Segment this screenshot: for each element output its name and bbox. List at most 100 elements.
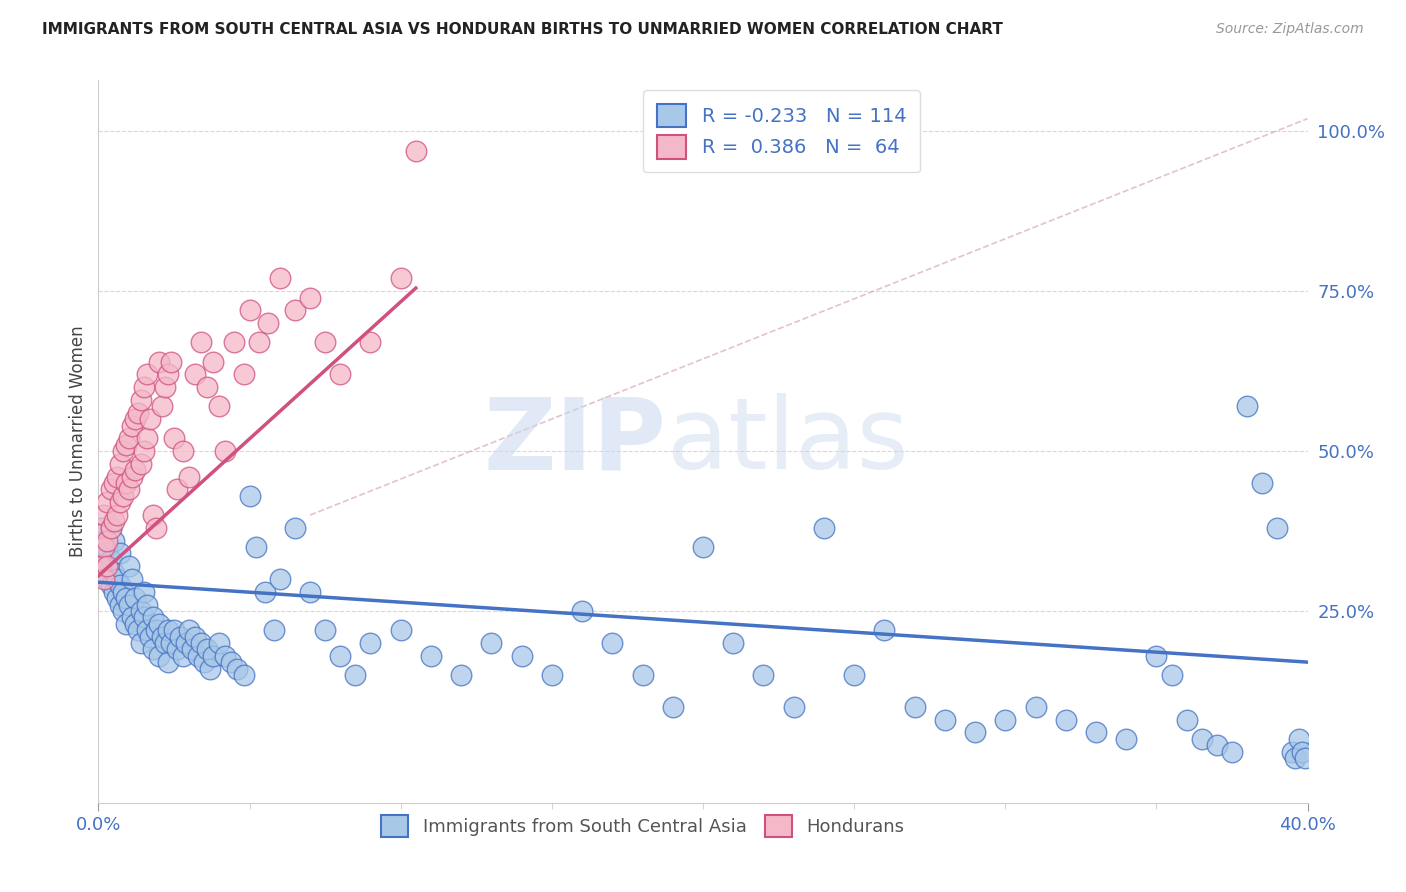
Point [193,655,215,669]
Point [108,457,131,471]
Point [661,699,683,714]
Point [148,354,170,368]
Point [93,540,115,554]
Point [1288,731,1310,746]
Point [121,610,143,624]
Point [195,380,218,394]
Point [202,648,225,663]
Point [224,335,246,350]
Point [692,540,714,554]
Point [139,630,162,644]
Point [108,598,131,612]
Point [153,636,176,650]
Point [103,476,125,491]
Point [150,630,173,644]
Point [142,642,165,657]
Point [111,604,134,618]
Point [284,521,307,535]
Point [150,400,173,414]
Point [1206,738,1229,752]
Point [187,648,209,663]
Point [145,521,167,535]
Point [214,444,236,458]
Point [139,412,162,426]
Point [142,508,165,522]
Point [190,335,212,350]
Point [934,713,956,727]
Point [965,725,987,739]
Point [127,623,149,637]
Point [184,630,207,644]
Point [108,578,131,592]
Point [93,533,115,548]
Text: IMMIGRANTS FROM SOUTH CENTRAL ASIA VS HONDURAN BIRTHS TO UNMARRIED WOMEN CORRELA: IMMIGRANTS FROM SOUTH CENTRAL ASIA VS HO… [42,22,1002,37]
Point [124,616,146,631]
Point [100,521,122,535]
Point [450,668,472,682]
Point [873,623,896,637]
Point [103,515,125,529]
Point [105,508,128,522]
Point [103,584,125,599]
Point [510,648,533,663]
Point [1085,725,1108,739]
Point [314,623,336,637]
Point [174,636,197,650]
Point [100,553,122,567]
Point [1284,751,1306,765]
Point [93,508,115,522]
Point [124,591,146,606]
Legend: Immigrants from South Central Asia, Hondurans: Immigrants from South Central Asia, Hond… [374,808,911,845]
Point [1024,699,1046,714]
Point [1267,521,1289,535]
Point [132,444,155,458]
Point [179,469,201,483]
Point [783,699,806,714]
Point [405,144,427,158]
Point [118,483,141,497]
Point [105,469,128,483]
Point [1251,476,1274,491]
Point [256,316,278,330]
Point [166,642,188,657]
Point [111,444,134,458]
Point [239,303,262,318]
Point [299,584,322,599]
Point [156,623,179,637]
Point [96,495,118,509]
Point [118,598,141,612]
Point [202,354,225,368]
Point [226,661,249,675]
Point [100,483,122,497]
Point [299,291,322,305]
Text: ZIP: ZIP [484,393,666,490]
Point [389,271,412,285]
Point [571,604,593,618]
Point [124,463,146,477]
Point [114,591,136,606]
Point [208,636,231,650]
Point [163,623,186,637]
Point [232,668,254,682]
Point [329,648,352,663]
Point [263,623,285,637]
Point [190,636,212,650]
Point [129,392,152,407]
Point [148,616,170,631]
Point [723,636,745,650]
Point [481,636,503,650]
Point [247,335,270,350]
Point [156,368,179,382]
Point [114,476,136,491]
Point [160,354,183,368]
Point [245,540,267,554]
Point [160,636,183,650]
Point [96,533,118,548]
Point [602,636,624,650]
Point [344,668,367,682]
Point [163,431,186,445]
Point [90,559,112,574]
Point [132,380,155,394]
Point [96,559,118,574]
Point [121,469,143,483]
